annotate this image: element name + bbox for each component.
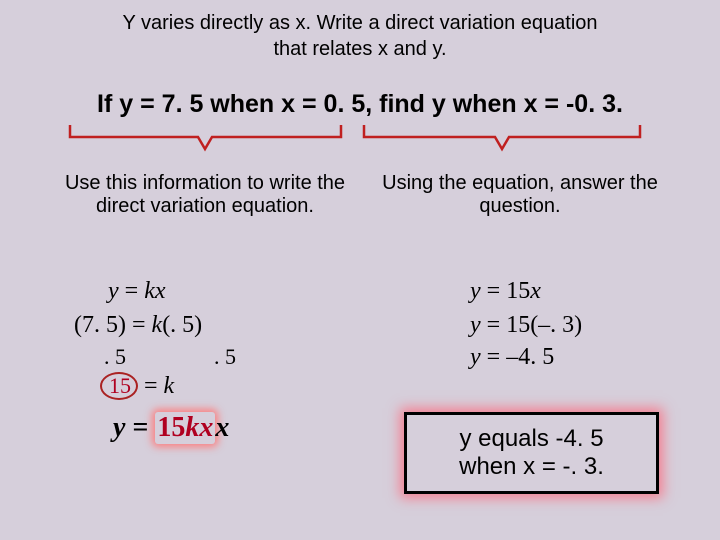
right-step-3: y = –4. 5 [470,344,554,371]
left-step-4-eqk: = k [144,373,174,400]
r2-y: y [470,312,481,338]
prompt-line-1: Y varies directly as x. Write a direct v… [0,12,720,35]
left-step-2: (7. 5) = k(. 5) [74,312,202,339]
eq-sign-final: = [125,412,155,443]
bracket-right [362,123,642,153]
mid: ) = [118,312,152,338]
answer-box: y equals -4. 5 when x = -. 3. [404,412,659,494]
r1-x: x [530,278,541,304]
instruction-left: Use this information to write the direct… [60,172,350,218]
left-step-3a: . 5 [104,344,126,370]
r3-y: y [470,344,481,370]
answer-line-2: when x = -. 3. [419,453,644,481]
left-step-1: y = kx [108,278,166,305]
kx-overlay: kx [185,412,213,443]
answer-line-1: y equals -4. 5 [419,425,644,453]
var-x-final: x [215,412,229,443]
eq-sign: = [119,278,145,304]
div-5-right: . 5 [214,344,236,369]
var-y: y [108,278,119,304]
var-k-2: k [164,373,175,399]
paren-5: (. 5) [162,312,202,338]
r1-rest: = 15 [481,278,531,304]
left-step-3b: . 5 [214,344,236,370]
right-step-2: y = 15(–. 3) [470,312,582,339]
prompt-line-2: that relates x and y. [0,38,720,61]
var-k: k [152,312,163,338]
fifteen-text: 15 [157,412,185,443]
val-7-5: 7. 5 [82,312,118,338]
kx: kx [144,278,165,304]
r2-rest: = 15(–. 3) [481,312,583,338]
r1-y: y [470,278,481,304]
instruction-right: Using the equation, answer the question. [380,172,660,218]
fifteen-glow: 15kx [155,412,215,444]
paren-open: ( [74,312,82,338]
right-step-1: y = 15x [470,278,541,305]
left-step-4-fifteen: 15 [109,373,131,399]
var-y-final: y [113,412,125,443]
left-final-equation: y = 15kxx [113,412,229,444]
eq-sign-2: = [144,373,164,399]
div-5-left: . 5 [104,344,126,369]
r3-rest: = –4. 5 [481,344,555,370]
bracket-left [68,123,343,153]
problem-statement: If y = 7. 5 when x = 0. 5, find y when x… [0,90,720,119]
